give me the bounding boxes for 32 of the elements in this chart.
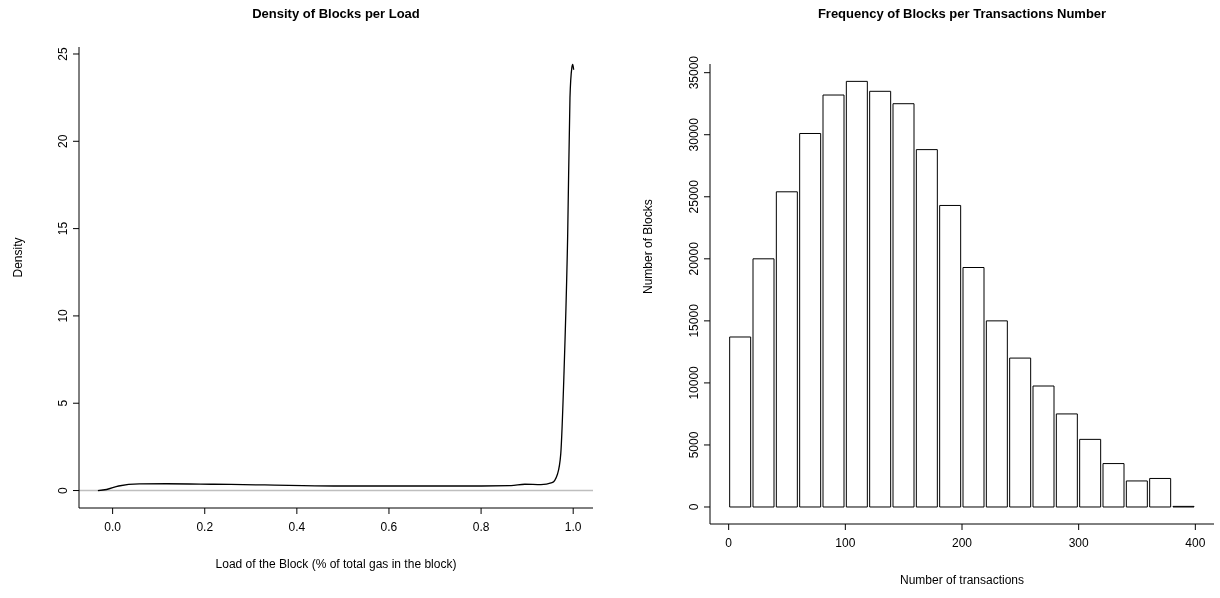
y-tick-label: 10 xyxy=(56,308,70,323)
y-tick-label: 5000 xyxy=(687,431,701,459)
x-tick-label: 200 xyxy=(951,535,973,550)
y-tick-label: 0 xyxy=(687,503,701,511)
x-axis-title: Number of transactions xyxy=(899,573,1025,587)
x-tick-label: 0.6 xyxy=(380,519,398,534)
y-tick-label: 30000 xyxy=(687,117,701,152)
y-tick-label: 20 xyxy=(56,134,70,148)
x-tick-label: 1.0 xyxy=(564,519,582,534)
x-axis-title: Load of the Block (% of total gas in the block) xyxy=(215,557,457,571)
x-tick-label: 100 xyxy=(835,535,856,550)
y-tick-label: 0 xyxy=(56,486,70,494)
y-axis-title: Number of Blocks xyxy=(641,199,656,294)
x-tick-label: 400 xyxy=(1185,535,1206,550)
x-tick-label: 300 xyxy=(1068,535,1089,550)
x-tick-label: 0.0 xyxy=(104,519,122,534)
y-tick-label: 15 xyxy=(56,221,70,236)
y-tick-label: 20000 xyxy=(687,241,701,276)
y-tick-label: 5 xyxy=(56,399,70,407)
y-tick-label: 25 xyxy=(56,46,70,61)
x-tick-label: 0.2 xyxy=(196,519,214,534)
y-tick-label: 15000 xyxy=(687,303,701,338)
chart-title: Frequency of Blocks per Transactions Number xyxy=(816,6,1108,21)
y-tick-label: 35000 xyxy=(687,55,701,90)
line-series xyxy=(97,63,575,492)
y-tick-label: 25000 xyxy=(687,179,701,214)
y-axis-title: Density xyxy=(11,237,26,278)
chart-title: Density of Blocks per Load xyxy=(251,6,421,21)
x-tick-label: 0 xyxy=(725,535,733,550)
x-tick-label: 0.4 xyxy=(288,519,306,534)
y-tick-label: 10000 xyxy=(687,365,701,400)
x-tick-label: 0.8 xyxy=(472,519,490,534)
